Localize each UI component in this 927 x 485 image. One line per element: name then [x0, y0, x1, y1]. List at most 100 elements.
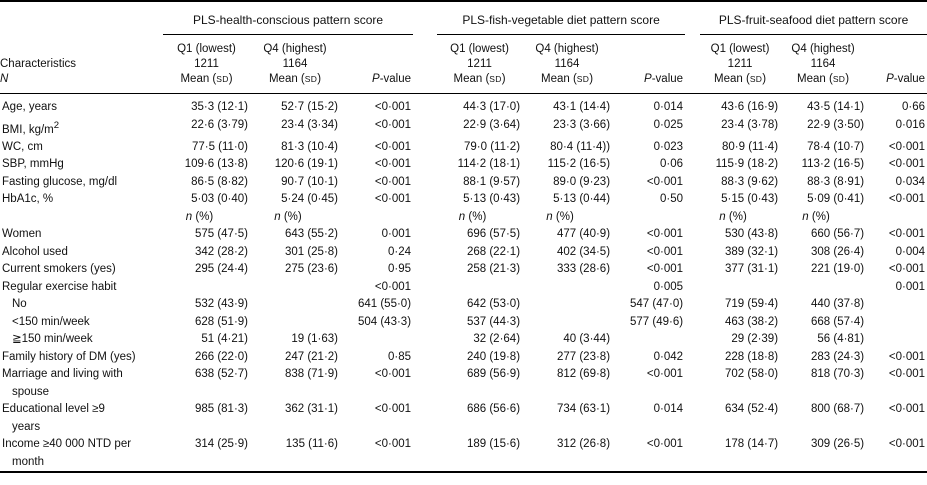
- spacer: [413, 209, 437, 227]
- value-cell: <0·001: [646, 438, 684, 451]
- value-cell: 985 (81·3): [194, 403, 248, 416]
- row-label: Regular exercise habit: [2, 280, 117, 293]
- value-cell: <0·001: [888, 228, 926, 241]
- value-cell: 686 (56·6): [466, 403, 521, 416]
- value-cell: 247 (21·2): [284, 350, 338, 363]
- spacer: [413, 401, 437, 436]
- value-cell: <0·001: [888, 368, 926, 381]
- row-label: SBP, mmHg: [2, 158, 64, 171]
- value-cell: 120·6 (19·1): [274, 158, 338, 171]
- value-cell: 22·9 (3·50): [807, 118, 865, 131]
- value-cell: [522, 296, 612, 314]
- value-cell: [866, 296, 927, 314]
- n-percent-header-cell: n (%): [719, 210, 747, 223]
- value-cell: 634 (52·4): [724, 403, 779, 416]
- value-cell: 88·3 (9·62): [721, 175, 779, 188]
- table-row: Income ≥40 000 NTD per month 314 (25·9) 135…: [0, 436, 927, 472]
- spacer: [413, 34, 438, 94]
- spacer: [685, 117, 700, 139]
- group-title-health-conscious: PLS-health-conscious pattern score: [163, 1, 414, 35]
- table-row: BMI, kg/m2 22·6 (3·79) 23·4 (3·34) <0·001 22…: [0, 117, 927, 139]
- spacer: [413, 174, 437, 192]
- q1-header-g1: Q1 (lowest) 1211 Mean (SD): [163, 34, 250, 94]
- spacer: [413, 244, 437, 262]
- spacer: [685, 401, 700, 436]
- sd-smallcaps: SD: [749, 74, 763, 84]
- table-row: HbA1c, % 5·03 (0·40) 5·24 (0·45) <0·001 5·13…: [0, 191, 927, 209]
- n-percent-header-cell: [340, 209, 413, 227]
- value-cell: 5·15 (0·43): [721, 193, 779, 206]
- n-percent-header-cell: [612, 209, 685, 227]
- row-label: HbA1c, %: [2, 193, 54, 206]
- value-cell: 719 (59·4): [724, 298, 779, 311]
- row-label: Family history of DM (yes): [2, 350, 136, 363]
- value-cell: 56 (4·81): [817, 333, 865, 346]
- spacer: [685, 349, 700, 367]
- spacer: [685, 226, 700, 244]
- sd-smallcaps: SD: [832, 74, 846, 84]
- spacer: [685, 209, 700, 227]
- value-cell: 295 (24·4): [194, 263, 248, 276]
- value-cell: 642 (53·0): [466, 298, 521, 311]
- value-cell: <0·001: [374, 158, 412, 171]
- value-cell: 547 (47·0): [629, 298, 684, 311]
- value-cell: 81·3 (10·4): [281, 140, 338, 153]
- spacer: [413, 117, 437, 139]
- value-cell: 575 (47·5): [194, 228, 248, 241]
- characteristics-table: PLS-health-conscious pattern score PLS-f…: [0, 0, 927, 474]
- value-cell: 402 (34·5): [556, 245, 611, 258]
- n-percent-header-cell: n (%): [802, 210, 830, 223]
- spacer: [685, 174, 700, 192]
- spacer: [413, 366, 437, 401]
- value-cell: 240 (19·8): [466, 350, 521, 363]
- value-cell: 43·1 (14·4): [553, 101, 611, 113]
- value-cell: 0·85: [388, 350, 412, 363]
- spacer: [685, 331, 700, 349]
- value-cell: 463 (38·2): [724, 315, 779, 328]
- value-cell: <0·001: [646, 263, 684, 276]
- value-cell: 19 (1·63): [291, 333, 338, 346]
- value-cell: <0·001: [374, 368, 412, 381]
- spacer: [685, 279, 700, 297]
- value-cell: [250, 279, 340, 297]
- spacer: [685, 314, 700, 332]
- value-cell: 504 (43·3): [357, 315, 412, 328]
- value-cell: 23·4 (3·78): [721, 118, 779, 131]
- table-row: Women 575 (47·5) 643 (55·2) 0·001 696 (57·5)…: [0, 226, 927, 244]
- row-label: Marriage and living with spouse: [2, 368, 123, 398]
- spacer: [413, 139, 437, 157]
- value-cell: 0·014: [653, 403, 684, 416]
- spacer: [413, 261, 437, 279]
- row-label: [0, 209, 163, 227]
- q4-header-g2: Q4 (highest) 1164 Mean (SD): [522, 34, 613, 94]
- value-cell: 362 (31·1): [284, 403, 338, 416]
- value-cell: 702 (58·0): [724, 368, 779, 381]
- value-cell: 838 (71·9): [284, 368, 338, 381]
- q1-header-g3: Q1 (lowest) 1211 Mean (SD): [700, 34, 781, 94]
- value-cell: <0·001: [888, 350, 926, 363]
- value-cell: 23·4 (3·34): [281, 118, 338, 131]
- value-cell: 22·6 (3·79): [191, 118, 248, 131]
- table-row: Regular exercise habit <0·001 0·005 0·001: [0, 279, 927, 297]
- value-cell: 228 (18·8): [724, 350, 779, 363]
- value-cell: <0·001: [646, 228, 684, 241]
- value-cell: 258 (21·3): [466, 263, 521, 276]
- table-row: Fasting glucose, mg/dl 86·5 (8·82) 90·7 (1…: [0, 174, 927, 192]
- value-cell: [866, 331, 927, 349]
- value-cell: 86·5 (8·82): [191, 175, 248, 188]
- value-cell: <0·001: [374, 101, 412, 113]
- value-cell: 0·016: [895, 118, 926, 131]
- row-label: Current smokers (yes): [2, 263, 116, 276]
- spacer: [685, 244, 700, 262]
- value-cell: [700, 279, 780, 297]
- value-cell: 5·13 (0·43): [463, 193, 521, 206]
- value-cell: [250, 296, 340, 314]
- value-cell: <0·001: [646, 175, 684, 188]
- value-cell: 275 (23·6): [284, 263, 338, 276]
- spacer: [413, 436, 437, 472]
- row-label: No: [12, 298, 27, 311]
- value-cell: 0·042: [653, 350, 684, 363]
- value-cell: 333 (28·6): [556, 263, 611, 276]
- n-percent-header-cell: n (%): [185, 210, 214, 223]
- value-cell: 530 (43·8): [724, 228, 779, 241]
